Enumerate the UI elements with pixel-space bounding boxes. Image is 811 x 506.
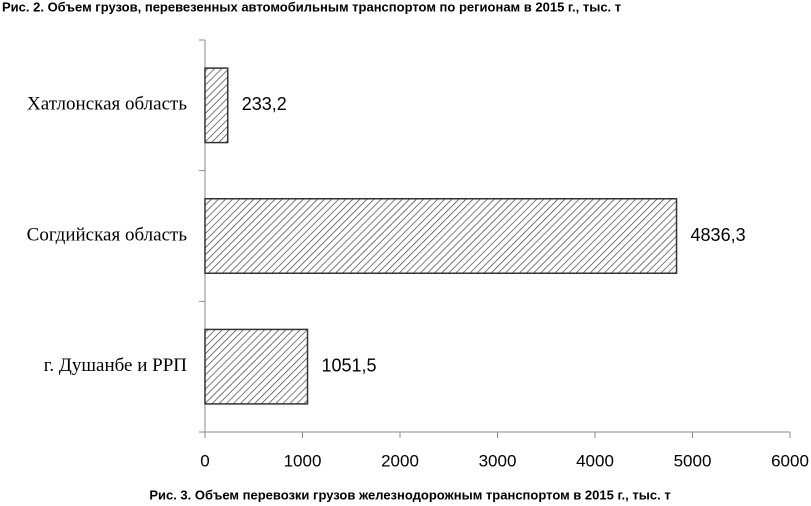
chart-title: Рис. 2. Объем грузов, перевезенных автом… bbox=[2, 0, 621, 14]
x-tick-label: 4000 bbox=[576, 451, 614, 470]
bar bbox=[204, 67, 229, 144]
x-tick-label: 0 bbox=[200, 451, 209, 470]
x-tick-label: 2000 bbox=[381, 451, 419, 470]
value-label: 1051,5 bbox=[322, 355, 377, 375]
category-label: г. Душанбе и РРП bbox=[44, 355, 187, 376]
x-tick-label: 1000 bbox=[284, 451, 322, 470]
category-label: Хатлонская область bbox=[27, 94, 187, 115]
x-tick-label: 3000 bbox=[479, 451, 517, 470]
category-label: Согдийская область bbox=[27, 224, 188, 245]
value-label: 233,2 bbox=[242, 94, 287, 114]
x-tick-label: 6000 bbox=[771, 451, 809, 470]
x-tick-label: 5000 bbox=[674, 451, 712, 470]
value-label: 4836,3 bbox=[691, 225, 746, 245]
caption: Рис. 3. Объем перевозки грузов железнодо… bbox=[149, 487, 670, 502]
bar bbox=[204, 198, 678, 274]
bar bbox=[204, 328, 309, 405]
